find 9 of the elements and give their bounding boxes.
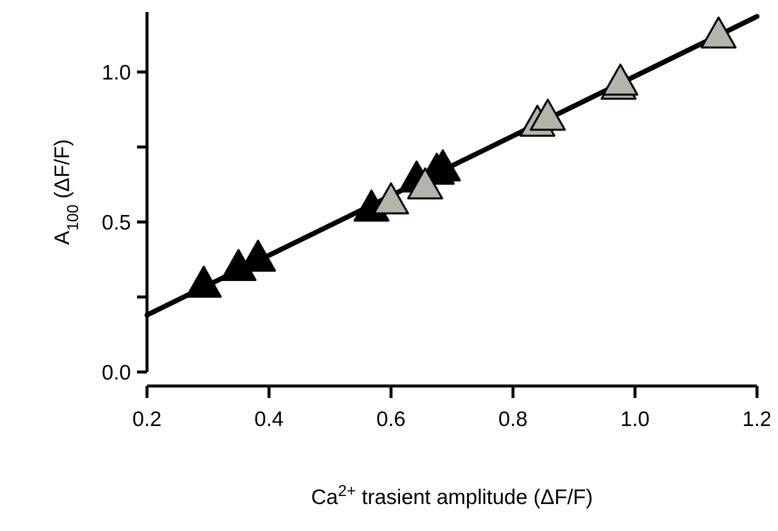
y-tick-label: 1.0 [102, 61, 131, 84]
x-axis-title: Ca$^{2+}$ trasient amplitude (ΔF/F) [311, 482, 593, 509]
x-tick-label: 0.2 [132, 408, 162, 431]
y-tick-label: 0.5 [102, 211, 131, 234]
x-tick-label: 0.8 [498, 408, 528, 431]
x-tick-label: 1.0 [620, 408, 650, 431]
x-tick-label: 0.6 [376, 408, 406, 431]
x-tick-label: 0.4 [254, 408, 284, 431]
y-tick-label: 0.0 [102, 361, 131, 384]
